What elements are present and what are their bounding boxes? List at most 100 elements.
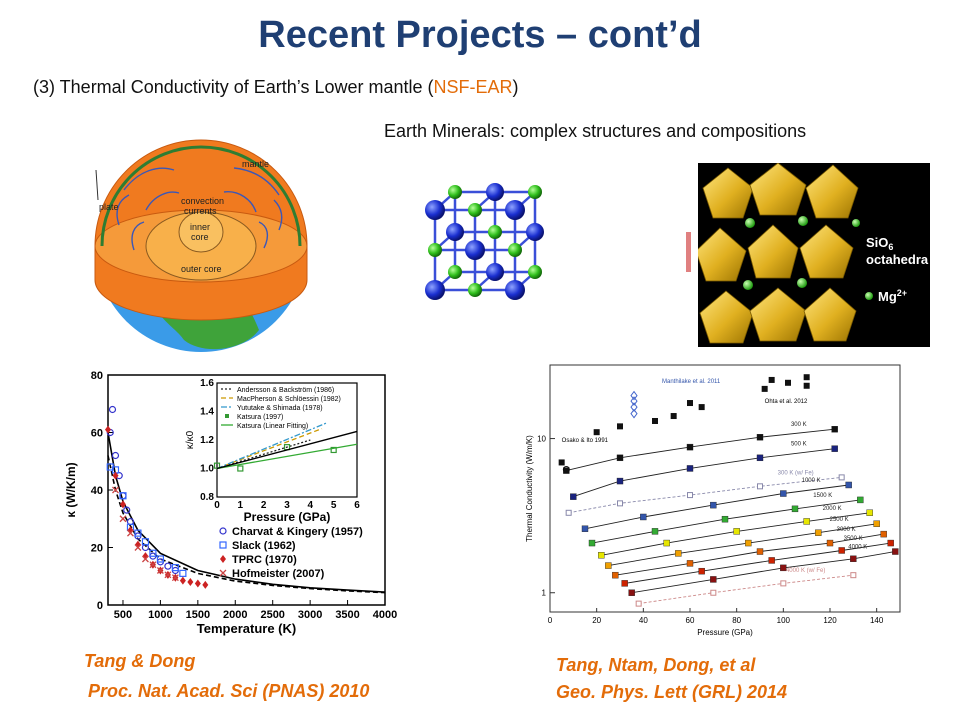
svg-text:SiO6: SiO6 bbox=[866, 235, 893, 252]
legend-marker bbox=[219, 541, 227, 549]
series-point bbox=[831, 426, 838, 433]
series-point bbox=[780, 490, 787, 497]
x-tick-label: 100 bbox=[777, 616, 791, 625]
label-mg-superscript: 2+ bbox=[897, 288, 907, 298]
series-label: 3500 K bbox=[844, 536, 863, 542]
slide-title: Recent Projects – cont’d bbox=[258, 14, 702, 56]
left-chart-xlabel: Temperature (K) bbox=[197, 621, 296, 636]
series-point bbox=[698, 567, 705, 575]
series-point bbox=[838, 474, 845, 481]
inset-y-tick-label: 0.8 bbox=[200, 492, 214, 503]
x-tick-label: 20 bbox=[592, 616, 601, 625]
data-point bbox=[105, 425, 111, 434]
x-tick-label: 80 bbox=[732, 616, 741, 625]
manthilake-point bbox=[630, 396, 638, 406]
series-label: 4000 K (w/ Fe) bbox=[786, 568, 825, 574]
series-label: 4000 K bbox=[848, 545, 867, 551]
experimental-point bbox=[652, 417, 658, 424]
series-point bbox=[857, 496, 864, 504]
series-point bbox=[831, 445, 838, 452]
data-point bbox=[111, 451, 120, 460]
label-octahedra: octahedra bbox=[866, 252, 929, 267]
series-label: 1000 K bbox=[802, 478, 821, 484]
series-point bbox=[756, 434, 764, 441]
series-point bbox=[756, 454, 764, 462]
x-tick-label: 140 bbox=[870, 616, 884, 625]
inset-series-line bbox=[216, 422, 327, 470]
x-tick-label: 4000 bbox=[373, 609, 397, 621]
data-point bbox=[156, 567, 164, 574]
kappa-temperature-chart: 500 1000 1500 2000 2500 3000 3500 4000020406080… bbox=[64, 370, 397, 636]
series-point bbox=[686, 560, 694, 567]
series-label: 2000 K bbox=[823, 506, 842, 512]
data-point bbox=[149, 549, 157, 557]
x-tick-label: 2500 bbox=[260, 609, 284, 621]
data-point bbox=[119, 492, 127, 500]
series-point bbox=[845, 481, 852, 489]
inset-x-tick-label: 3 bbox=[284, 500, 290, 511]
series-point bbox=[588, 539, 596, 547]
series-label: 300 K (w/ Fe) bbox=[778, 470, 814, 476]
series-point bbox=[686, 465, 694, 472]
inset-legend-label: Katsura (1997) bbox=[237, 414, 283, 421]
inset-series-line bbox=[216, 427, 323, 470]
y-tick-label: 20 bbox=[91, 543, 103, 555]
experimental-point bbox=[785, 379, 791, 386]
series-point bbox=[866, 509, 873, 516]
data-point bbox=[141, 555, 149, 563]
citation-left-journal: Proc. Nat. Acad. Sci (PNAS) 2010 bbox=[88, 681, 370, 701]
data-point bbox=[164, 571, 172, 579]
legend-label: TPRC (1970) bbox=[232, 554, 297, 566]
right-chart-xlabel: Pressure (GPa) bbox=[697, 628, 753, 637]
experimental-point bbox=[803, 374, 810, 381]
inset-data-point bbox=[330, 446, 337, 454]
right-chart-annotations: Manthilake et al. 2011 Ohta et al. 2012 Os… bbox=[558, 374, 810, 473]
inset-legend-label: Katsura (Linear Fitting) bbox=[237, 423, 308, 430]
label-sio6: SiO bbox=[866, 235, 888, 250]
inset-y-tick-label: 1.2 bbox=[200, 435, 214, 446]
data-point bbox=[119, 500, 126, 509]
data-point bbox=[141, 538, 150, 546]
series-line bbox=[566, 428, 835, 472]
right-chart-ylabel: Thermal Conductivity (W/m/K) bbox=[525, 435, 534, 542]
data-point bbox=[126, 529, 134, 537]
y-tick-label: 60 bbox=[91, 428, 103, 440]
data-point bbox=[112, 471, 119, 480]
legend-label: Slack (1962) bbox=[232, 540, 296, 552]
inset-x-tick-label: 5 bbox=[331, 500, 337, 511]
series-point bbox=[733, 528, 740, 535]
y-tick-label: 10 bbox=[537, 435, 546, 444]
annotation-osako: Osako & Ito 1991 bbox=[562, 438, 609, 444]
series-point bbox=[838, 547, 845, 554]
experimental-point bbox=[558, 459, 565, 466]
series-point bbox=[780, 580, 787, 587]
legend-label: Charvat & Kingery (1957) bbox=[232, 526, 363, 538]
series-label: 3000 K bbox=[837, 527, 856, 533]
series-point bbox=[710, 501, 717, 509]
inset-x-tick-label: 6 bbox=[354, 500, 360, 511]
x-tick-label: 40 bbox=[639, 616, 648, 625]
series-point bbox=[686, 443, 694, 451]
inset-series-line bbox=[216, 443, 358, 470]
manthilake-point bbox=[630, 402, 638, 412]
y-tick-label: 0 bbox=[97, 600, 103, 612]
data-point bbox=[194, 579, 201, 588]
left-chart-fit-curve bbox=[107, 455, 386, 594]
series-point bbox=[791, 505, 799, 513]
funding-agency: NSF-EAR bbox=[433, 77, 513, 97]
image-edge-fragment bbox=[686, 232, 691, 272]
experimental-point bbox=[803, 382, 810, 389]
series-point bbox=[635, 600, 642, 607]
series-point bbox=[616, 454, 624, 462]
series-label: 500 K bbox=[791, 442, 807, 448]
inset-x-tick-label: 0 bbox=[214, 500, 220, 511]
label-plate: plate bbox=[99, 202, 119, 212]
data-point bbox=[164, 562, 172, 570]
data-point bbox=[179, 569, 187, 577]
series-point bbox=[663, 539, 670, 547]
label-core: core bbox=[191, 232, 209, 242]
citation-right-authors: Tang, Ntam, Dong, et al bbox=[556, 655, 756, 675]
data-point bbox=[149, 561, 157, 569]
inset-data-point bbox=[237, 465, 244, 472]
